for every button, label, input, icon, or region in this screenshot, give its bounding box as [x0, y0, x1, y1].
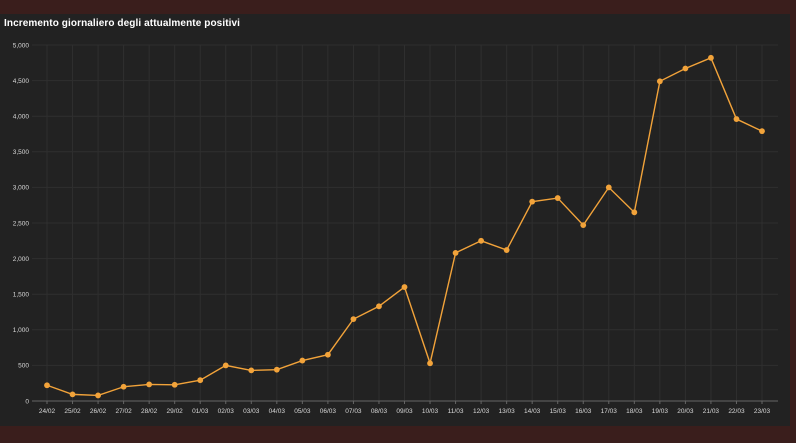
y-tick-label: 0 — [25, 398, 29, 405]
y-tick-label: 2,500 — [13, 220, 30, 227]
data-point — [248, 367, 255, 374]
data-point — [427, 360, 433, 367]
x-tick-label: 02/03 — [218, 408, 235, 415]
y-tick-labels: 0 500 1,000 1,500 2,000 2,500 3,000 3,500 4,000 4… — [13, 42, 30, 405]
data-point — [197, 377, 204, 384]
x-tick-label: 12/03 — [473, 408, 490, 415]
x-tick-label: 27/02 — [115, 408, 132, 415]
y-tick-label: 4,000 — [13, 114, 30, 121]
y-tick-label: 1,500 — [13, 292, 30, 299]
x-tick-label: 10/03 — [422, 408, 439, 415]
x-tick-label: 01/03 — [192, 408, 209, 415]
y-tick-label: 5,000 — [13, 42, 30, 49]
data-point — [350, 316, 357, 323]
x-tick-label: 07/03 — [345, 408, 362, 415]
y-tick-label: 4,500 — [13, 78, 30, 85]
chart-title: Incremento giornaliero degli attualmente… — [4, 18, 241, 29]
data-point — [171, 381, 178, 388]
x-tick-label: 20/03 — [677, 408, 694, 415]
x-tick-label: 14/03 — [524, 408, 541, 415]
x-tick-label: 15/03 — [550, 408, 567, 415]
x-tick-label: 09/03 — [396, 408, 413, 415]
data-point — [44, 382, 50, 389]
x-tick-label: 18/03 — [626, 408, 643, 415]
x-tick-label: 04/03 — [269, 408, 286, 415]
y-tick-label: 3,000 — [13, 185, 30, 192]
data-point — [759, 128, 765, 135]
data-point — [299, 357, 306, 364]
data-point — [324, 351, 331, 358]
data-point — [605, 184, 612, 191]
data-point — [222, 362, 229, 369]
x-tick-label: 21/03 — [703, 408, 720, 415]
x-tick-label: 08/03 — [371, 408, 388, 415]
data-point — [656, 78, 663, 85]
data-point — [733, 116, 740, 122]
data-point — [95, 392, 101, 399]
x-tick-label: 23/03 — [754, 408, 771, 415]
axes — [32, 400, 778, 404]
x-tick-label: 03/03 — [243, 408, 260, 415]
data-point — [401, 284, 408, 290]
data-point — [452, 250, 459, 256]
data-point — [273, 366, 280, 373]
data-point — [376, 303, 382, 310]
x-tick-label: 05/03 — [294, 408, 311, 415]
x-tick-label: 13/03 — [499, 408, 516, 415]
x-tick-label: 17/03 — [601, 408, 618, 415]
data-point — [682, 65, 689, 72]
data-point — [631, 209, 638, 216]
x-tick-label: 11/03 — [448, 408, 464, 415]
data-point — [554, 195, 561, 201]
grid-lines — [32, 44, 778, 402]
x-tick-label: 26/02 — [90, 408, 107, 415]
x-tick-label: 29/02 — [167, 408, 184, 415]
data-point — [580, 222, 587, 229]
data-point — [120, 383, 127, 390]
y-tick-label: 3,500 — [13, 149, 30, 156]
data-point — [69, 391, 76, 398]
data-point — [503, 247, 510, 253]
data-point — [478, 237, 485, 244]
y-tick-label: 2,000 — [13, 256, 30, 263]
data-point — [529, 198, 536, 205]
x-tick-label: 22/03 — [728, 408, 745, 415]
x-tick-label: 06/03 — [320, 408, 337, 415]
y-tick-label: 500 — [18, 363, 29, 370]
data-point — [708, 54, 714, 61]
x-tick-label: 16/03 — [575, 408, 592, 415]
y-tick-label: 1,000 — [13, 327, 30, 334]
chart-panel: Incremento giornaliero degli attualmente… — [0, 14, 790, 426]
x-tick-label: 28/02 — [141, 408, 158, 415]
line-chart: 0 500 1,000 1,500 2,000 2,500 3,000 3,500 4,000 4… — [13, 42, 778, 415]
x-tick-label: 24/02 — [39, 408, 56, 415]
x-tick-label: 25/02 — [64, 408, 81, 415]
x-tick-label: 19/03 — [652, 408, 669, 415]
series — [44, 54, 765, 399]
x-tick-labels: 24/02 25/02 26/02 27/02 28/02 29/02 01/03 02/03… — [39, 408, 771, 415]
data-point — [146, 381, 153, 388]
